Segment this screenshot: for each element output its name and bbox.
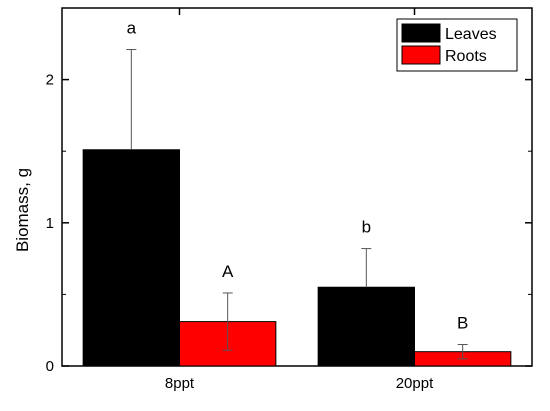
legend-label-roots: Roots — [445, 48, 487, 65]
y-tick-label: 2 — [46, 72, 54, 89]
letter-roots-8ppt: A — [222, 262, 234, 281]
letter-roots-20ppt: B — [457, 314, 468, 333]
bars — [82, 149, 512, 367]
significance-letters: a Ab B — [127, 19, 469, 333]
letter-leaves-8ppt: a — [127, 19, 137, 38]
legend-swatch-roots — [401, 45, 441, 65]
bar-leaves-8ppt — [82, 149, 180, 367]
legend-label-leaves: Leaves — [445, 26, 497, 43]
x-tick-label: 8ppt — [165, 375, 195, 392]
legend: Leaves Roots — [396, 18, 518, 72]
y-axis-title: Biomass, g — [13, 168, 32, 252]
y-tick-label: 1 — [46, 215, 54, 232]
letter-leaves-20ppt: b — [362, 218, 371, 237]
legend-swatch-leaves — [401, 23, 441, 43]
y-tick-label: 0 — [46, 358, 54, 375]
error-bars — [126, 49, 468, 360]
plot-frame — [61, 7, 533, 367]
x-tick-label: 20ppt — [396, 375, 434, 392]
bar-leaves-20ppt — [317, 286, 415, 367]
